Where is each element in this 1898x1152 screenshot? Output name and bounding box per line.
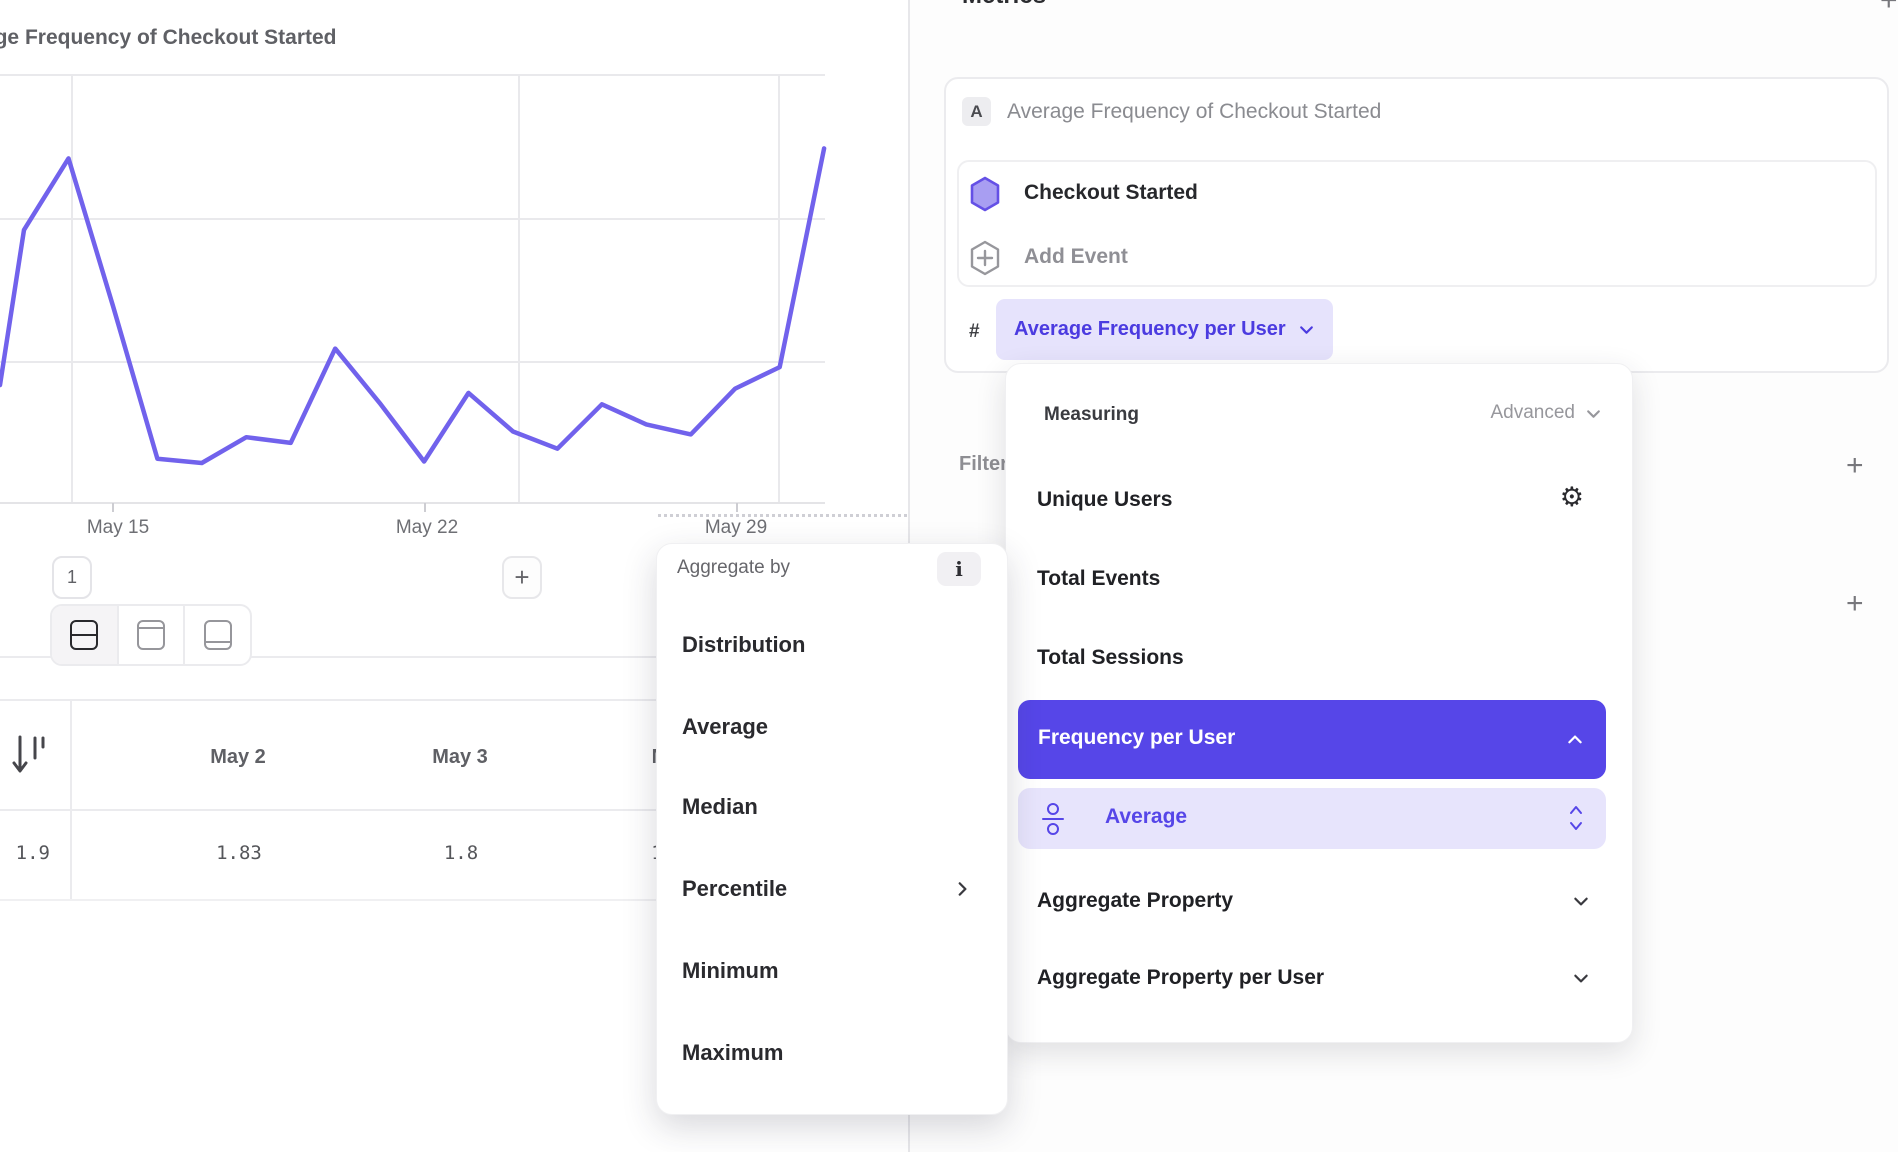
metric-letter-badge: A xyxy=(962,97,991,126)
table-cell-may2: 1.83 xyxy=(216,842,262,864)
agg-item-average[interactable]: Average xyxy=(682,714,769,739)
bottom-band-icon xyxy=(203,620,232,650)
layout-bottom-band-button[interactable] xyxy=(183,606,250,664)
agg-item-distribution[interactable]: Distribution xyxy=(682,632,806,657)
layout-toggle-group xyxy=(50,604,252,666)
filters-section-title: Filters xyxy=(959,453,1020,475)
chart-gridlines xyxy=(0,74,825,503)
table-header-border xyxy=(0,809,908,811)
section-divider xyxy=(0,656,908,658)
chevron-up-icon xyxy=(1568,735,1582,744)
table-cell-frozen: 1.9 xyxy=(15,842,50,864)
x-tick-may22: May 22 xyxy=(395,517,459,538)
add-event-button[interactable]: Add Event xyxy=(1024,245,1128,268)
chevron-down-icon xyxy=(1299,326,1313,334)
chevron-right-icon xyxy=(958,882,967,896)
layout-split-horizontal-button[interactable] xyxy=(52,606,117,664)
event-name[interactable]: Checkout Started xyxy=(1024,181,1198,204)
x-axis-ticks xyxy=(112,503,738,512)
table-row-border xyxy=(0,899,908,901)
measure-dropdown-chip[interactable]: Average Frequency per User xyxy=(996,299,1333,360)
menu-item-total-sessions[interactable]: Total Sessions xyxy=(1037,646,1184,669)
menu-item-aggregate-property-per-user[interactable]: Aggregate Property per User xyxy=(1037,966,1325,989)
add-button[interactable]: + xyxy=(502,556,542,599)
metric-card-title[interactable]: Average Frequency of Checkout Started xyxy=(1007,100,1382,123)
sort-icon[interactable] xyxy=(10,730,46,780)
advanced-label: Advanced xyxy=(1490,402,1575,423)
agg-item-median[interactable]: Median xyxy=(682,794,758,819)
chart-title: Average Frequency of Checkout Started xyxy=(0,26,337,49)
top-band-icon xyxy=(137,620,165,650)
line-chart[interactable] xyxy=(0,0,908,530)
add-breakdown-button[interactable]: + xyxy=(1846,587,1864,620)
add-metric-button[interactable]: + xyxy=(1880,0,1898,17)
average-divide-icon xyxy=(1042,803,1064,835)
agg-item-minimum[interactable]: Minimum xyxy=(682,958,779,983)
chevron-down-icon xyxy=(1574,974,1588,983)
numeric-prefix: # xyxy=(969,321,980,342)
layout-top-band-button[interactable] xyxy=(116,606,184,664)
table-header-may3[interactable]: May 3 xyxy=(432,746,488,768)
table-top-border xyxy=(0,699,908,701)
info-icon[interactable]: i xyxy=(937,552,981,586)
menu-item-total-events[interactable]: Total Events xyxy=(1037,567,1161,590)
table-header-may2[interactable]: May 2 xyxy=(210,746,266,768)
chart-title-clipped: Average Frequency of Checkout Started xyxy=(0,26,560,58)
aggregate-by-popup: Aggregate by i Distribution Average Medi… xyxy=(656,543,1008,1115)
advanced-mode-toggle[interactable]: Advanced xyxy=(1490,402,1602,424)
aggregate-by-title: Aggregate by xyxy=(677,557,791,578)
menu-subitem-average[interactable]: Average xyxy=(1018,788,1606,849)
series-line xyxy=(0,146,827,466)
agg-item-percentile[interactable]: Percentile xyxy=(682,876,788,901)
series-count-badge[interactable]: 1 xyxy=(52,556,92,599)
average-label: Average xyxy=(1105,805,1188,828)
add-event-icon xyxy=(970,240,1000,276)
gear-icon[interactable]: ⚙ xyxy=(1559,482,1584,513)
agg-item-maximum[interactable]: Maximum xyxy=(682,1040,784,1065)
add-filter-button[interactable]: + xyxy=(1846,449,1864,482)
x-tick-may29: May 29 xyxy=(704,517,768,538)
event-hexagon-icon xyxy=(970,176,1000,212)
measure-chip-label: Average Frequency per User xyxy=(1014,318,1286,340)
chevron-up-down-icon xyxy=(1570,806,1582,830)
table-cell-may3: 1.8 xyxy=(443,842,479,864)
measuring-popup-title: Measuring xyxy=(1044,404,1140,425)
chevron-down-icon xyxy=(1587,409,1600,418)
drag-placeholder-line xyxy=(658,514,1003,517)
frozen-column-divider xyxy=(70,699,72,901)
menu-item-aggregate-property[interactable]: Aggregate Property xyxy=(1037,889,1234,912)
split-horizontal-icon xyxy=(70,620,99,650)
event-list-box xyxy=(957,160,1877,287)
menu-item-unique-users[interactable]: Unique Users xyxy=(1037,488,1173,511)
chevron-down-icon xyxy=(1574,897,1588,906)
measuring-popup: Measuring Advanced Unique Users ⚙ Total … xyxy=(1005,363,1633,1043)
frequency-per-user-label: Frequency per User xyxy=(1038,726,1236,749)
metrics-section-title: Metrics xyxy=(962,0,1046,10)
menu-item-frequency-per-user-selected[interactable]: Frequency per User xyxy=(1018,700,1606,779)
x-tick-may15: May 15 xyxy=(86,517,150,538)
